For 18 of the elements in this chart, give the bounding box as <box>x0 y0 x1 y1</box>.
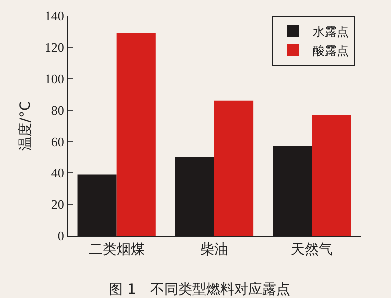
y-tick-label: 40 <box>51 166 64 181</box>
y-tick-label: 60 <box>51 134 64 150</box>
caption: 图 1 不同类型燃料对应露点 <box>109 282 290 298</box>
y-axis-title: 温度/°C <box>18 101 34 151</box>
y-tick-label: 0 <box>58 228 64 244</box>
y-tick-label: 20 <box>51 197 64 212</box>
y-tick-label: 80 <box>51 102 64 118</box>
y-tick-label: 140 <box>44 8 64 24</box>
bar <box>214 100 254 236</box>
bar <box>312 115 352 236</box>
bar <box>116 33 156 236</box>
x-tick-label: 天然气 <box>291 242 334 258</box>
legend-label: 酸露点 <box>313 44 350 58</box>
legend-label: 水露点 <box>313 25 350 40</box>
y-tick-label: 100 <box>44 71 64 86</box>
x-tick-label: 二类烟煤 <box>88 242 145 258</box>
x-tick-label: 柴油 <box>200 242 228 258</box>
y-tick-label: 120 <box>44 40 64 55</box>
